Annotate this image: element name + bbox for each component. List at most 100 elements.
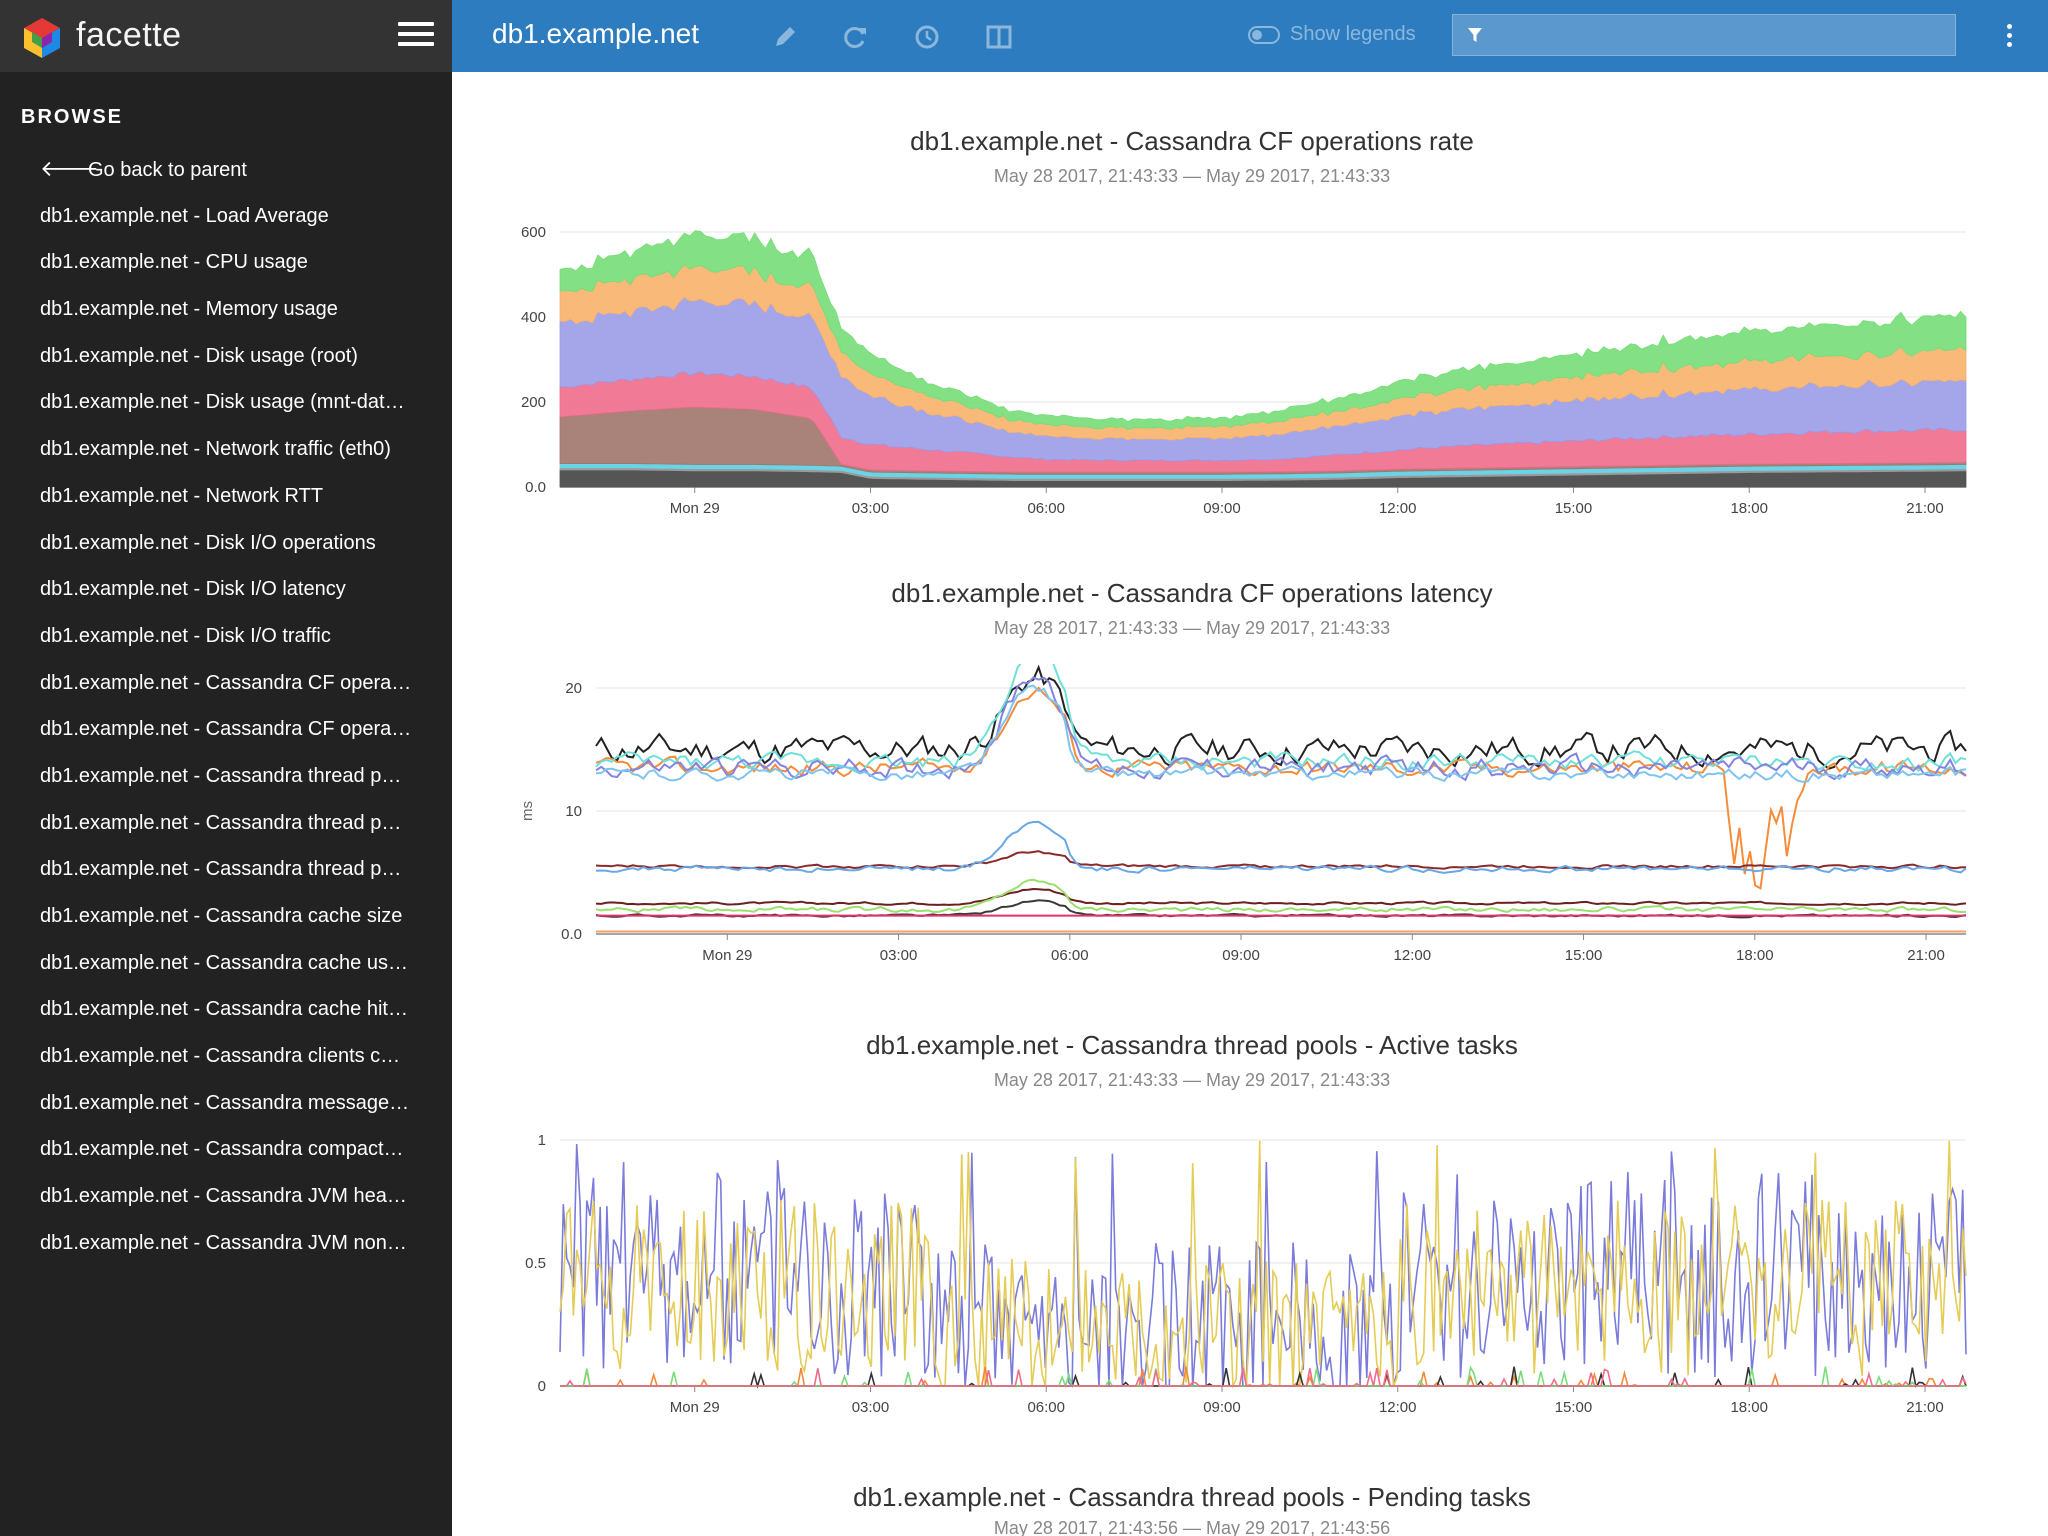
- refresh-icon[interactable]: [840, 22, 870, 52]
- go-back-label: Go back to parent: [88, 159, 247, 181]
- show-legends-toggle[interactable]: [1248, 26, 1280, 44]
- show-legends-label: Show legends: [1290, 23, 1416, 45]
- x-tick-label: 09:00: [1203, 500, 1241, 517]
- graph-2-title: db1.example.net - Cassandra CF operation…: [891, 578, 1493, 608]
- x-tick-label: 15:00: [1565, 947, 1603, 964]
- x-tick-label: 06:00: [1027, 500, 1065, 517]
- brand-bar: facette: [0, 0, 452, 72]
- sidebar-item[interactable]: db1.example.net - Network RTT: [40, 484, 324, 507]
- line-series-5[interactable]: [560, 1367, 1967, 1388]
- sidebar-item[interactable]: db1.example.net - Cassandra message…: [40, 1091, 410, 1114]
- app-name: facette: [76, 16, 182, 54]
- graph-2-range: May 28 2017, 21:43:33 — May 29 2017, 21:…: [993, 618, 1391, 638]
- sidebar-item[interactable]: db1.example.net - Cassandra thread p…: [40, 858, 402, 881]
- sidebar-item[interactable]: db1.example.net - Disk I/O latency: [40, 578, 346, 601]
- x-tick-label: 12:00: [1379, 500, 1417, 517]
- line-series-2[interactable]: [595, 664, 1967, 775]
- graph-3-chart[interactable]: 1 0.5 0 Mon 29 03:00 06:00 09:00 12:00 15:00 18:0…: [452, 1116, 1992, 1496]
- graph-3-range: May 28 2017, 21:43:33 — May 29 2017, 21:…: [993, 1070, 1391, 1090]
- arrow-left-icon: 🡐: [40, 156, 99, 181]
- sidebar-item[interactable]: db1.example.net - Cassandra cache size: [40, 905, 403, 927]
- x-tick-label: Mon 29: [670, 1399, 720, 1416]
- x-tick-label: 06:00: [1051, 947, 1089, 964]
- columns-icon[interactable]: [984, 22, 1014, 52]
- clock-icon[interactable]: [912, 22, 942, 52]
- sidebar-item[interactable]: db1.example.net - Cassandra JVM hea…: [40, 1185, 407, 1208]
- sidebar-item[interactable]: db1.example.net - Load Average: [40, 204, 329, 227]
- sidebar-item[interactable]: db1.example.net - Disk I/O operations: [40, 531, 376, 554]
- sidebar-item[interactable]: db1.example.net - Cassandra CF opera…: [40, 718, 412, 741]
- sidebar-item[interactable]: db1.example.net - Memory usage: [40, 298, 338, 321]
- x-tick-label: Mon 29: [702, 947, 752, 964]
- sidebar-item[interactable]: db1.example.net - Cassandra thread p…: [40, 764, 402, 787]
- y-tick-label: 0: [538, 1378, 546, 1395]
- y-tick-label: 20: [565, 680, 582, 697]
- sidebar-item[interactable]: db1.example.net - Disk usage (mnt-dat…: [40, 391, 405, 414]
- sidebar-item[interactable]: db1.example.net - Cassandra cache us…: [40, 951, 408, 974]
- filter-box: [1452, 14, 1956, 56]
- x-tick-label: 15:00: [1555, 1399, 1593, 1416]
- y-tick-label: 10: [565, 803, 582, 820]
- x-tick-label: 18:00: [1730, 500, 1768, 517]
- x-tick-label: 03:00: [880, 947, 918, 964]
- hamburger-icon[interactable]: [398, 22, 434, 50]
- x-tick-label: 21:00: [1906, 500, 1944, 517]
- sidebar-item[interactable]: db1.example.net - Cassandra thread p…: [40, 811, 402, 834]
- sidebar: facette BROWSE 🡐Go back to parent db1.ex…: [0, 0, 452, 1536]
- page-title: db1.example.net: [492, 18, 700, 49]
- graph-1-range: May 28 2017, 21:43:33 — May 29 2017, 21:…: [993, 166, 1391, 186]
- sidebar-item[interactable]: db1.example.net - CPU usage: [40, 251, 308, 274]
- area-series-7[interactable]: [559, 230, 1967, 431]
- line-series-4[interactable]: [595, 684, 1967, 783]
- y-tick-label: 400: [521, 309, 546, 326]
- filter-icon: [1468, 28, 1482, 42]
- pencil-icon[interactable]: [770, 22, 800, 52]
- sidebar-item[interactable]: db1.example.net - Cassandra cache hit…: [40, 998, 408, 1021]
- x-tick-label: 03:00: [852, 500, 890, 517]
- graphs-panel: db1.example.net - Cassandra CF operation…: [452, 72, 2048, 1536]
- y-axis-label: ms: [519, 801, 536, 821]
- browse-section-title: BROWSE: [21, 106, 123, 128]
- x-tick-label: 18:00: [1730, 1399, 1768, 1416]
- graph-1-title: db1.example.net - Cassandra CF operation…: [910, 126, 1474, 156]
- x-tick-label: 18:00: [1736, 947, 1774, 964]
- sidebar-item[interactable]: db1.example.net - Cassandra clients c…: [40, 1045, 401, 1068]
- go-back-link[interactable]: 🡐Go back to parent: [0, 146, 420, 193]
- y-tick-label: 200: [521, 394, 546, 411]
- sidebar-nav: 🡐Go back to parent db1.example.net - Loa…: [0, 146, 452, 1267]
- graph-4-range: May 28 2017, 21:43:56 — May 29 2017, 21:…: [993, 1518, 1391, 1536]
- sidebar-item[interactable]: db1.example.net - Cassandra CF opera…: [40, 671, 412, 694]
- filter-input[interactable]: [1495, 15, 1945, 55]
- top-bar: db1.example.net Show legends: [452, 0, 2048, 72]
- sidebar-item[interactable]: db1.example.net - Disk usage (root): [40, 344, 358, 367]
- line-series-8[interactable]: [595, 878, 1967, 914]
- sidebar-item[interactable]: db1.example.net - Network traffic (eth0): [40, 438, 391, 461]
- x-tick-label: 09:00: [1222, 947, 1260, 964]
- facette-logo-icon: [24, 18, 60, 58]
- x-tick-label: Mon 29: [670, 500, 720, 517]
- line-series-1[interactable]: [559, 1140, 1967, 1389]
- x-tick-label: 12:00: [1379, 1399, 1417, 1416]
- y-tick-label: 0.0: [525, 479, 546, 496]
- line-series-6[interactable]: [595, 820, 1967, 874]
- x-tick-label: 09:00: [1203, 1399, 1241, 1416]
- graph-3-title: db1.example.net - Cassandra thread pools…: [866, 1030, 1518, 1060]
- line-series-5[interactable]: [595, 850, 1967, 870]
- sidebar-item[interactable]: db1.example.net - Cassandra JVM non…: [40, 1231, 407, 1254]
- x-tick-label: 03:00: [852, 1399, 890, 1416]
- line-series-3[interactable]: [595, 676, 1967, 782]
- graph-1-chart[interactable]: 600 400 200 0.0 Mon 29 03:00 06:00 09:00 12:00 15…: [452, 212, 1992, 592]
- y-tick-label: 1: [538, 1132, 546, 1149]
- graph-4-title: db1.example.net - Cassandra thread pools…: [853, 1482, 1531, 1512]
- y-tick-label: 600: [521, 224, 546, 241]
- line-series-1[interactable]: [595, 686, 1967, 890]
- sidebar-item[interactable]: db1.example.net - Disk I/O traffic: [40, 624, 331, 647]
- line-series-7[interactable]: [595, 887, 1967, 907]
- y-tick-label: 0.0: [561, 926, 582, 943]
- graph-2-chart[interactable]: 20 10 0.0 Mon 29 03:00 06:00 09:00 12:00 15:00 18…: [452, 664, 1992, 1044]
- x-tick-label: 15:00: [1555, 500, 1593, 517]
- more-options-icon[interactable]: [2004, 24, 2014, 50]
- x-tick-label: 21:00: [1907, 947, 1945, 964]
- sidebar-item[interactable]: db1.example.net - Cassandra compact…: [40, 1138, 404, 1161]
- x-tick-label: 12:00: [1394, 947, 1432, 964]
